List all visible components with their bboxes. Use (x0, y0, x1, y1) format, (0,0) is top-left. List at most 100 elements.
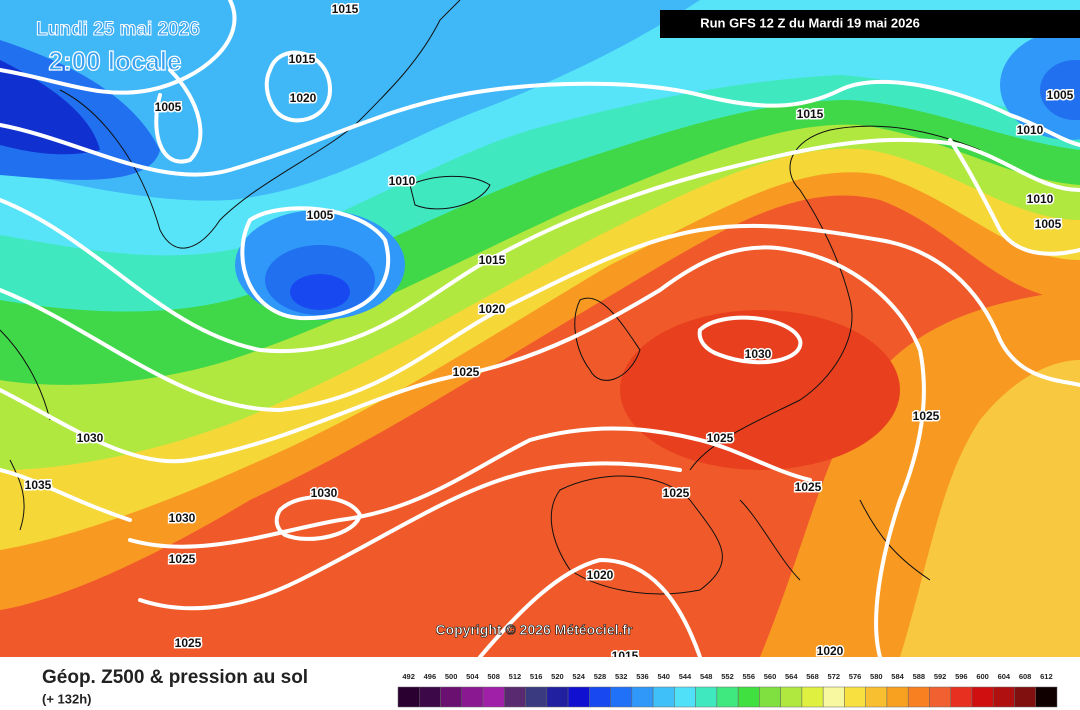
scale-swatch (907, 686, 930, 708)
isobar-label: 1005 (155, 100, 182, 114)
isobar (154, 68, 203, 164)
isobar-label: 1030 (311, 486, 338, 500)
scale-label: 500 (445, 672, 458, 681)
isobar-label: 1020 (290, 91, 317, 105)
isobar (0, 426, 812, 549)
isobar-label: 1015 (332, 2, 359, 16)
scale-label: 508 (487, 672, 500, 681)
scale-label: 496 (424, 672, 437, 681)
scale-swatch (1014, 686, 1036, 708)
isobar (0, 245, 926, 657)
scale-swatch (801, 686, 824, 708)
field-east-yellow (900, 360, 1080, 657)
isobar (0, 0, 237, 95)
scale-label: 544 (679, 672, 692, 681)
isobar-label: 1025 (175, 636, 202, 650)
copyright: Copyright © 2026 Météociel.fr (435, 622, 633, 638)
isobar-label: 1025 (795, 480, 822, 494)
scale-swatch (695, 686, 718, 708)
color-scale: 492 496 500 504 508 512 516 520 524 528 532 536 540 5… (397, 672, 1058, 708)
scale-swatch (482, 686, 505, 708)
date-label: Lundi 25 mai 2026 (36, 19, 200, 40)
scale-swatch (929, 686, 951, 708)
scale-swatch (546, 686, 569, 708)
isobar (478, 557, 702, 657)
time-label: 2:00 locale (49, 46, 182, 76)
isobar-label: 1025 (913, 409, 940, 423)
isobar (0, 137, 1080, 354)
run-label: Run GFS 12 Z du Mardi 19 mai 2026 (700, 15, 920, 30)
scale-label: 604 (998, 672, 1011, 681)
map-field (0, 0, 1080, 657)
scale-label: 580 (870, 672, 883, 681)
isobar-label: 1025 (169, 552, 196, 566)
scale-label: 528 (594, 672, 607, 681)
isobar (0, 79, 1080, 177)
scale-label: 504 (466, 672, 479, 681)
scale-label: 516 (530, 672, 543, 681)
scale-label: 536 (636, 672, 649, 681)
isobar-label: 1030 (169, 511, 196, 525)
field-lightblue (0, 0, 700, 201)
scale-label: 492 (402, 672, 415, 681)
scale-swatch (504, 686, 526, 708)
isobar-label: 1015 (797, 107, 824, 121)
isobar (264, 50, 333, 123)
scale-label: 600 (976, 672, 989, 681)
scale-label: 532 (615, 672, 628, 681)
scale-label: 584 (891, 672, 904, 681)
isobar-label: 1010 (1017, 123, 1044, 137)
scale-swatch (822, 686, 845, 708)
scale-label: 556 (743, 672, 756, 681)
coast-europe (689, 125, 981, 581)
isobar (948, 138, 1080, 256)
scale-swatch (397, 686, 420, 708)
isobar-label: 1025 (707, 431, 734, 445)
scale-label: 608 (1019, 672, 1032, 681)
isobar-label: 1025 (663, 486, 690, 500)
scale-label: 576 (849, 672, 862, 681)
isobar-label: 1010 (1027, 192, 1054, 206)
ne-low-core (1040, 60, 1080, 120)
coast-canada (0, 329, 51, 531)
scale-swatch (886, 686, 909, 708)
scale-swatch (589, 686, 611, 708)
isobar (138, 461, 682, 611)
isobar-label: 1020 (587, 568, 614, 582)
isobar (274, 495, 363, 541)
isobar-label: 1015 (289, 52, 316, 66)
isobar-label: 1005 (307, 208, 334, 222)
scale-swatch (780, 686, 803, 708)
scale-label: 592 (934, 672, 947, 681)
coast-greenland (59, 0, 461, 249)
scale-swatch (844, 686, 866, 708)
isobar-label: 1015 (479, 253, 506, 267)
high-core (620, 310, 900, 470)
isobar-label: 1020 (479, 302, 506, 316)
run-box (660, 10, 1080, 38)
scale-swatch (440, 686, 463, 708)
coast-iberia (550, 475, 723, 595)
isobar-label: 1010 (389, 174, 416, 188)
scale-swatch (525, 686, 548, 708)
scale-swatch (737, 686, 760, 708)
scale-swatch (610, 686, 633, 708)
scale-swatch (461, 686, 484, 708)
scale-label: 540 (657, 672, 670, 681)
isobar (0, 223, 1080, 413)
scale-swatch (652, 686, 675, 708)
isobar-label: 1025 (453, 365, 480, 379)
isobar-label: 1030 (745, 347, 772, 361)
scale-label: 560 (764, 672, 777, 681)
isobar-label: 1030 (77, 431, 104, 445)
scale-label: 596 (955, 672, 968, 681)
scale-label: 588 (913, 672, 926, 681)
scale-swatch (865, 686, 888, 708)
scale-label: 548 (700, 672, 713, 681)
isobar-label: 1005 (1047, 88, 1074, 102)
scale-swatch (567, 686, 590, 708)
footer-title: Géop. Z500 & pression au sol (42, 667, 308, 688)
scale-swatch (759, 686, 781, 708)
footer-subtitle: (+ 132h) (42, 691, 92, 706)
